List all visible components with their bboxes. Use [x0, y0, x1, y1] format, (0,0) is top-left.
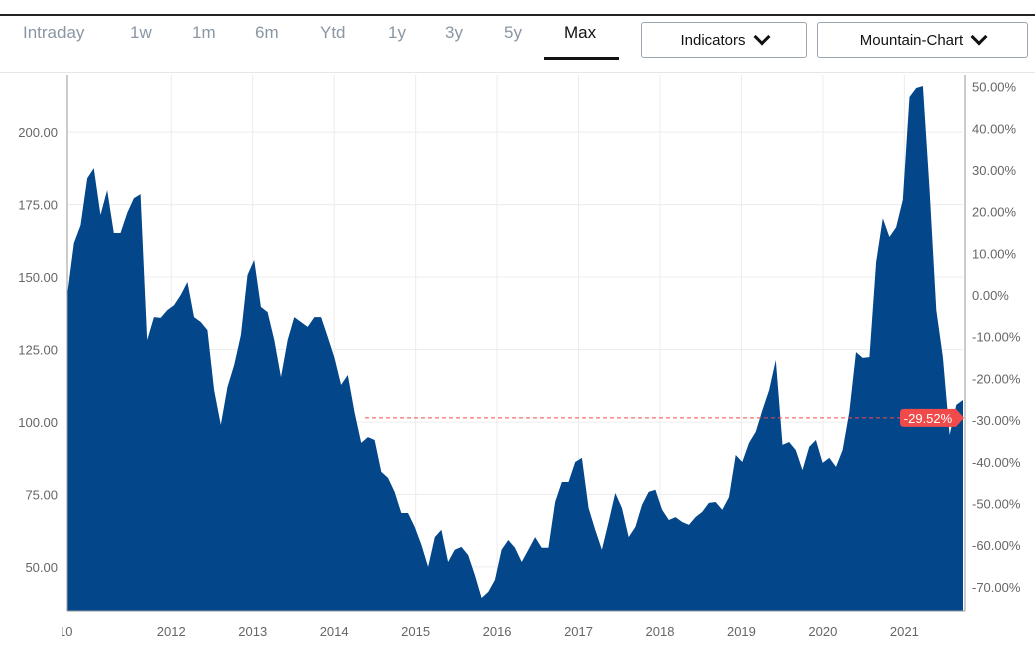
active-tab-indicator: [544, 57, 619, 60]
x-tick-label: 2014: [320, 624, 349, 639]
right-tick-label: -30.00%: [972, 413, 1021, 428]
top-divider: [0, 14, 1035, 16]
tab-6m[interactable]: 6m: [255, 23, 279, 42]
tab-intraday[interactable]: Intraday: [23, 23, 85, 42]
left-tick-label: 100.00: [18, 415, 58, 430]
right-tick-label: 40.00%: [972, 121, 1017, 136]
tab-max[interactable]: Max: [564, 23, 597, 42]
tab-5y[interactable]: 5y: [504, 23, 522, 42]
left-tick-label: 175.00: [18, 198, 58, 213]
x-tick-label: 2017: [564, 624, 593, 639]
tab-1m[interactable]: 1m: [192, 23, 216, 42]
right-tick-label: -70.00%: [972, 580, 1021, 595]
left-tick-label: 200.00: [18, 125, 58, 140]
x-tick-label: 2010: [44, 624, 73, 639]
chart-type-label: Mountain-Chart: [859, 31, 964, 49]
right-tick-label: 50.00%: [972, 80, 1017, 95]
left-tick-label: 50.00: [25, 560, 58, 575]
tab-1w[interactable]: 1w: [130, 23, 152, 42]
x-tick-label: 2020: [808, 624, 837, 639]
indicators-label: Indicators: [680, 31, 746, 49]
x-tick-label: 2016: [483, 624, 512, 639]
header-divider: [0, 72, 1035, 73]
right-tick-label: 0.00%: [972, 288, 1009, 303]
x-tick-label: 2022: [971, 624, 1000, 639]
x-tick-label: 2013: [238, 624, 267, 639]
x-tick-label: 2021: [890, 624, 919, 639]
right-tick-label: -10.00%: [972, 330, 1021, 345]
x-tick-label: 2018: [646, 624, 675, 639]
indicators-button[interactable]: Indicators: [641, 22, 807, 58]
right-tick-label: 30.00%: [972, 163, 1017, 178]
tab-ytd[interactable]: Ytd: [320, 23, 346, 42]
right-tick-label: -60.00%: [972, 538, 1021, 553]
x-tick-label: 2012: [157, 624, 186, 639]
tab-3y[interactable]: 3y: [445, 23, 463, 42]
right-tick-label: -40.00%: [972, 455, 1021, 470]
x-tick-label: 2019: [727, 624, 756, 639]
current-value-label: -29.52%: [904, 411, 953, 426]
right-tick-label: -20.00%: [972, 371, 1021, 386]
x-tick-label: 2015: [401, 624, 430, 639]
left-tick-label: 125.00: [18, 343, 58, 358]
right-tick-label: 10.00%: [972, 246, 1017, 261]
left-tick-label: 75.00: [25, 487, 58, 502]
price-area: [67, 86, 963, 611]
current-value-badge: [900, 408, 964, 427]
right-tick-label: 20.00%: [972, 205, 1017, 220]
left-tick-label: 150.00: [18, 270, 58, 285]
right-tick-label: -50.00%: [972, 496, 1021, 511]
tab-1y[interactable]: 1y: [388, 23, 406, 42]
chart-type-dropdown[interactable]: Mountain-Chart: [817, 22, 1028, 58]
